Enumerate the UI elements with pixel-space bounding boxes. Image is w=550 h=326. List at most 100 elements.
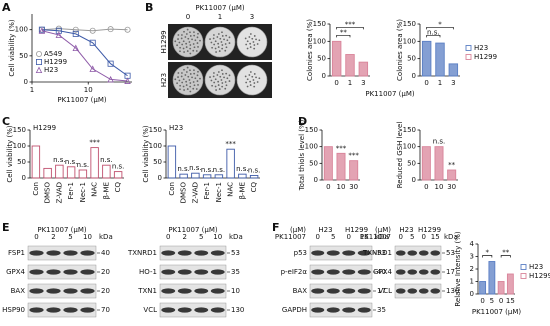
- colony: [191, 38, 193, 41]
- plate-well: [172, 64, 204, 96]
- colony: [252, 79, 255, 81]
- blot-header: (μM): [290, 226, 306, 234]
- colony: [225, 46, 228, 49]
- x-axis-label: PK11007 (μM): [57, 96, 107, 104]
- colony: [221, 82, 224, 84]
- panel-label: D: [298, 115, 307, 128]
- blot-row-label: GPX4: [373, 268, 392, 276]
- y-tick-label: 50: [309, 159, 318, 167]
- colony: [245, 43, 248, 46]
- blot-band: [46, 269, 61, 275]
- significance-bracket: [336, 34, 351, 38]
- colony: [188, 41, 191, 43]
- y-tick-label: 150: [403, 126, 416, 134]
- blot-band: [161, 269, 176, 275]
- marker: [89, 65, 96, 72]
- colony: [196, 74, 199, 77]
- blot-row-label: TXNRD1: [127, 249, 157, 257]
- plate-well: [236, 26, 268, 58]
- significance-bracket: [500, 255, 511, 258]
- colony: [189, 47, 192, 50]
- blot-band: [357, 288, 371, 294]
- blot-lane: 5: [199, 233, 203, 241]
- plate-well: [204, 26, 236, 58]
- colony: [182, 85, 185, 88]
- colony: [224, 87, 227, 90]
- legend-label: H1299: [44, 58, 67, 66]
- blot-band: [194, 288, 209, 294]
- colony: [228, 80, 231, 82]
- colony: [216, 74, 219, 76]
- blot-lane: 0: [34, 233, 38, 241]
- blot-band: [161, 250, 176, 256]
- colony: [197, 46, 199, 48]
- annotation: n.s.: [433, 138, 446, 146]
- blot-kda: 40: [101, 249, 110, 257]
- bar: [226, 148, 235, 179]
- blot-band: [418, 269, 429, 275]
- blot-kda: 17: [377, 287, 386, 295]
- marker: [72, 26, 79, 33]
- colony: [215, 51, 217, 53]
- x-tick-label: 0: [424, 183, 428, 191]
- blot-strip: [309, 302, 373, 318]
- colony: [189, 90, 192, 93]
- y-axis-label: Relative Intensity (%): [454, 231, 462, 307]
- blot-band: [326, 307, 340, 313]
- colony: [184, 36, 187, 38]
- colony: [186, 66, 189, 69]
- colony: [214, 85, 217, 88]
- colony: [249, 80, 252, 83]
- blot-row-label: GPX4: [6, 268, 25, 276]
- y-tick-label: 0: [470, 290, 474, 298]
- colony: [194, 77, 197, 80]
- y-tick-label: 150: [13, 126, 26, 134]
- blot-band: [430, 250, 441, 256]
- blot-lane: 0: [347, 233, 351, 241]
- blot-band: [311, 307, 325, 313]
- x-tick-label: 1: [438, 79, 442, 87]
- blot-row-label: GAPDH: [282, 306, 307, 314]
- blot-row-label: FSP1: [8, 249, 25, 257]
- colony: [253, 47, 256, 50]
- colony: [213, 81, 216, 84]
- blot-kda: 35: [377, 306, 386, 314]
- plate-row-label: H1299: [160, 30, 168, 53]
- blot-kda: 35: [231, 268, 240, 276]
- blot-lane: 10: [213, 233, 222, 241]
- colony: [180, 37, 183, 40]
- y-tick-label: 100: [403, 143, 416, 151]
- blot-lane: 5: [331, 233, 335, 241]
- x-tick-label: 1: [30, 86, 34, 94]
- colony: [249, 42, 252, 45]
- legend-swatch: [520, 264, 527, 270]
- blot-band: [342, 250, 356, 256]
- blot-kda: 130: [446, 287, 459, 295]
- colony: [221, 73, 224, 75]
- bar: [214, 174, 224, 179]
- blot-kda: 53: [377, 249, 386, 257]
- colony: [221, 44, 224, 46]
- colony: [191, 76, 193, 79]
- colony: [248, 36, 251, 38]
- bar: [331, 40, 342, 77]
- chart-title: H1299: [33, 124, 56, 132]
- colony: [248, 74, 251, 76]
- annotation: ***: [348, 152, 359, 160]
- x-tick-label: 15: [506, 297, 515, 305]
- colony: [220, 79, 223, 81]
- blot-strip: [309, 245, 373, 261]
- blot-band: [311, 250, 325, 256]
- colony: [192, 49, 195, 52]
- y-tick-label: 50: [17, 158, 26, 166]
- blot-kda: 70: [101, 306, 110, 314]
- blot-band: [177, 250, 192, 256]
- colony: [189, 52, 192, 55]
- blot-row-label: BAX: [293, 287, 308, 295]
- colony: [255, 38, 257, 41]
- y-tick-label: 0: [322, 72, 326, 80]
- blot-band: [177, 269, 192, 275]
- legend-label: A549: [44, 50, 62, 58]
- blot-lane-label: PK11007: [275, 233, 306, 241]
- blot-strip: [27, 264, 97, 280]
